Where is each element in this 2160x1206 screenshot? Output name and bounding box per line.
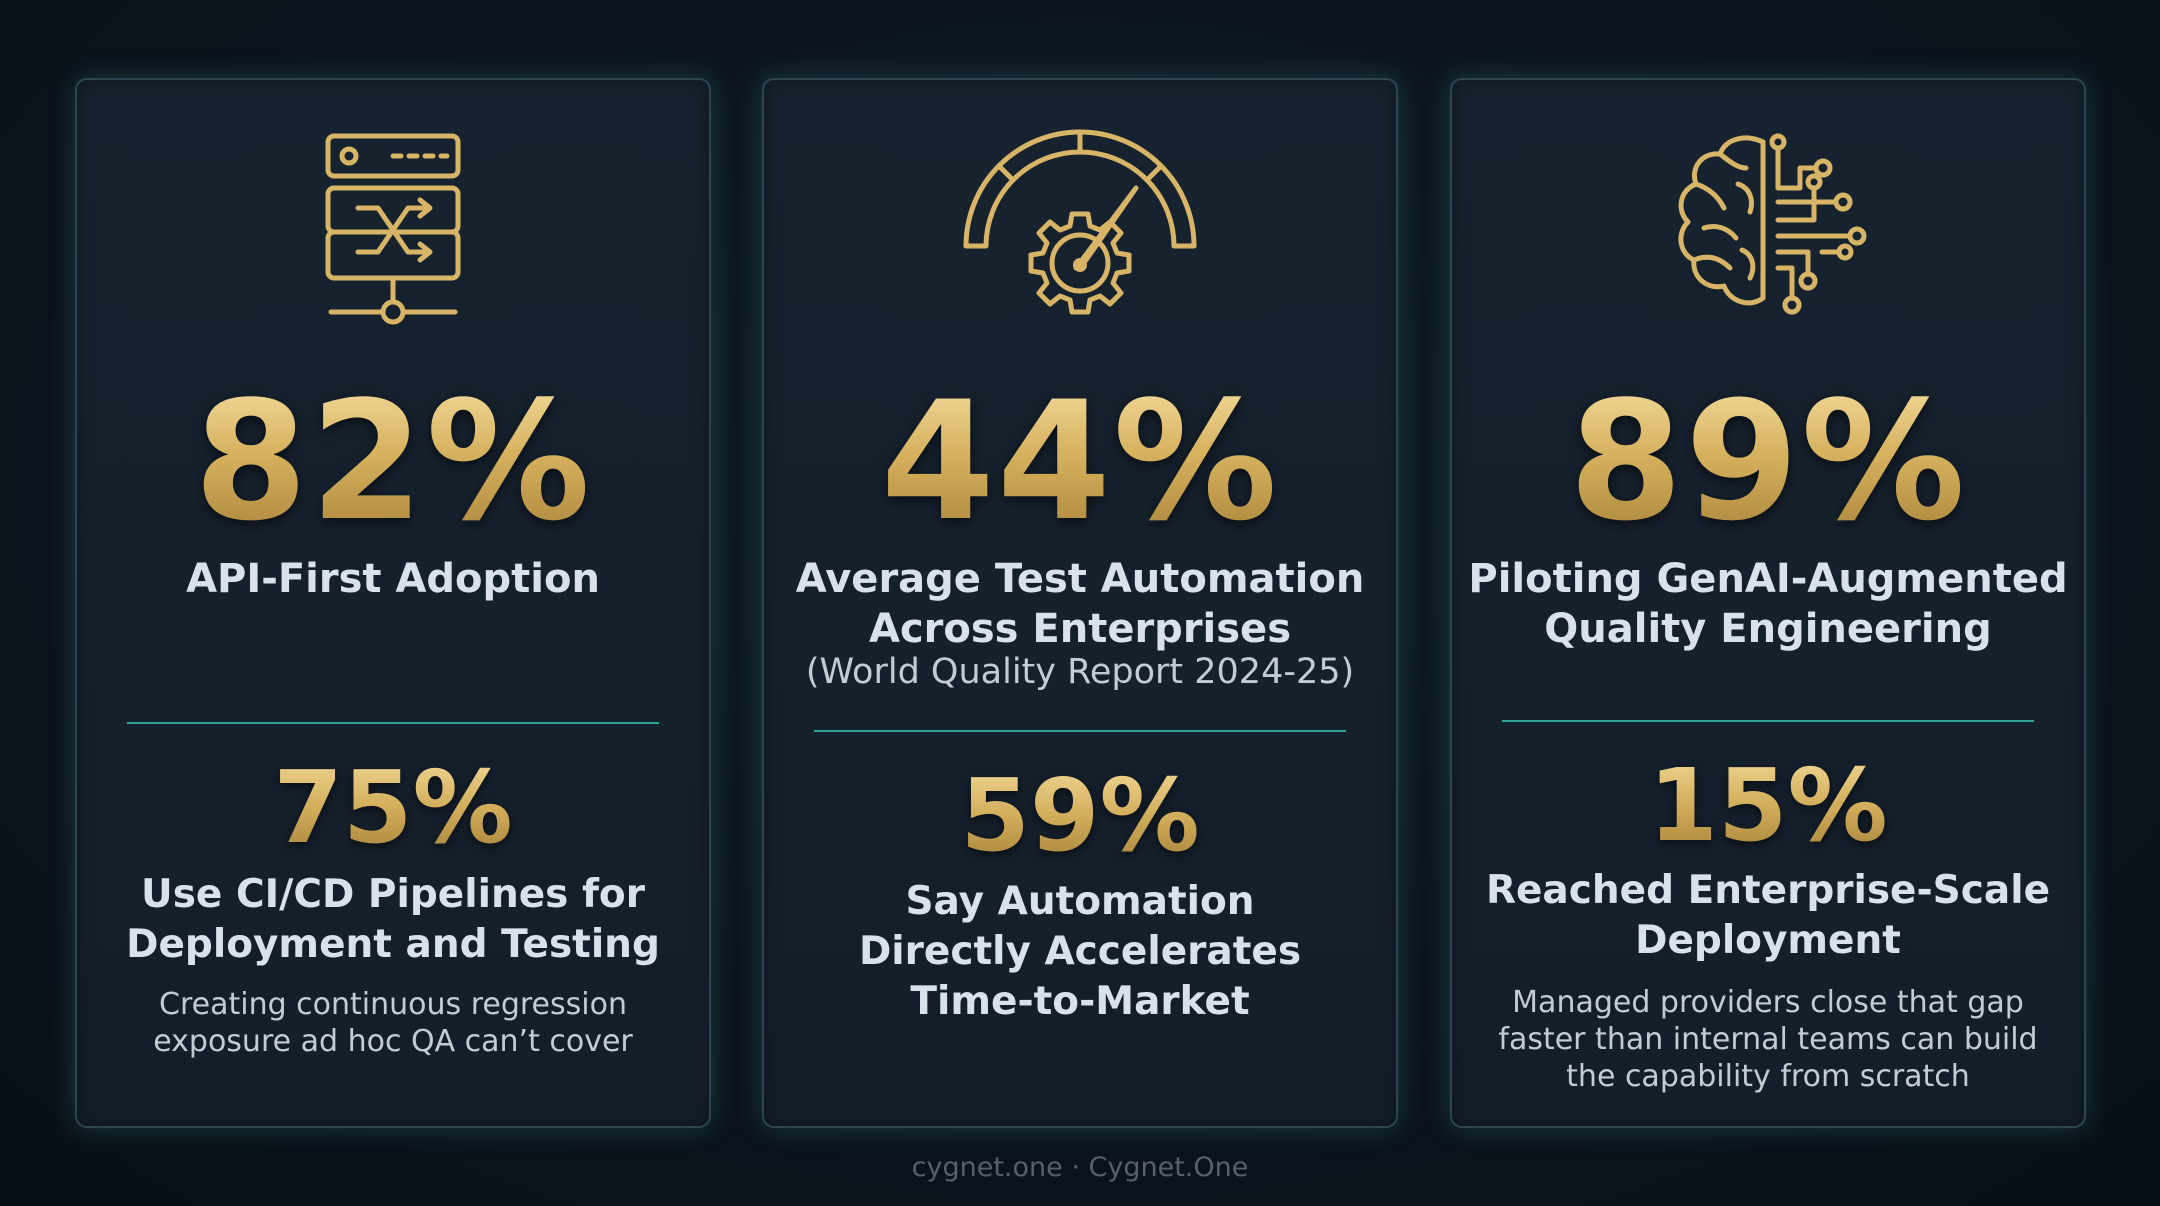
note-line: Managed providers close that gap	[1512, 985, 2024, 1020]
label-line: Use CI/CD Pipelines for	[141, 872, 645, 917]
label-line: Time-to-Market	[910, 979, 1250, 1024]
stat-card-genai: 89% Piloting GenAI-Augmented Quality Eng…	[1450, 78, 2086, 1128]
primary-stat-label: Average Test Automation Across Enterpris…	[774, 554, 1386, 654]
divider	[1502, 720, 2034, 722]
label-line: Say Automation	[905, 879, 1255, 924]
stat-card-test-automation: 44% Average Test Automation Across Enter…	[762, 78, 1398, 1128]
ai-brain-circuit-icon	[1638, 128, 1898, 348]
primary-stat-label: Piloting GenAI-Augmented Quality Enginee…	[1462, 554, 2074, 654]
footer-credit: cygnet.one · Cygnet.One	[911, 1152, 1249, 1183]
label-line: Average Test Automation	[795, 556, 1365, 602]
gauge-gear-icon	[950, 128, 1210, 348]
label-line: Piloting GenAI-Augmented	[1468, 556, 2068, 602]
label-line: Directly Accelerates	[858, 929, 1302, 974]
label-line: Deployment	[1635, 918, 1901, 963]
label-line: API-First Adoption	[186, 556, 600, 602]
divider	[814, 730, 1346, 732]
label-line: Quality Engineering	[1544, 606, 1992, 652]
divider	[127, 722, 659, 724]
secondary-stat-label: Say Automation Directly Accelerates Time…	[774, 877, 1386, 1027]
label-line: Deployment and Testing	[126, 922, 660, 967]
primary-stat: 82%	[77, 380, 709, 544]
primary-stat: 89%	[1452, 380, 2084, 544]
label-line: Reached Enterprise-Scale	[1485, 868, 2051, 913]
secondary-stat-label: Use CI/CD Pipelines for Deployment and T…	[87, 870, 699, 970]
secondary-stat-label: Reached Enterprise-Scale Deployment	[1462, 866, 2074, 966]
primary-stat: 44%	[764, 380, 1396, 544]
note-line: faster than internal teams can build	[1498, 1022, 2038, 1057]
stat-note: Creating continuous regression exposure …	[117, 986, 669, 1060]
note-line: exposure ad hoc QA can’t cover	[153, 1024, 633, 1059]
primary-stat-label: API-First Adoption	[87, 554, 699, 604]
note-line: Creating continuous regression	[159, 987, 627, 1022]
secondary-stat: 15%	[1452, 756, 2084, 856]
note-line: the capability from scratch	[1566, 1059, 1970, 1094]
stat-note: Managed providers close that gap faster …	[1492, 984, 2044, 1095]
api-server-shuffle-icon	[263, 128, 523, 348]
secondary-stat: 75%	[77, 758, 709, 858]
secondary-stat: 59%	[764, 766, 1396, 866]
stat-card-api-first: 82% API-First Adoption 75% Use CI/CD Pip…	[75, 78, 711, 1128]
label-line: Across Enterprises	[868, 606, 1291, 652]
source-citation: (World Quality Report 2024-25)	[805, 652, 1355, 692]
